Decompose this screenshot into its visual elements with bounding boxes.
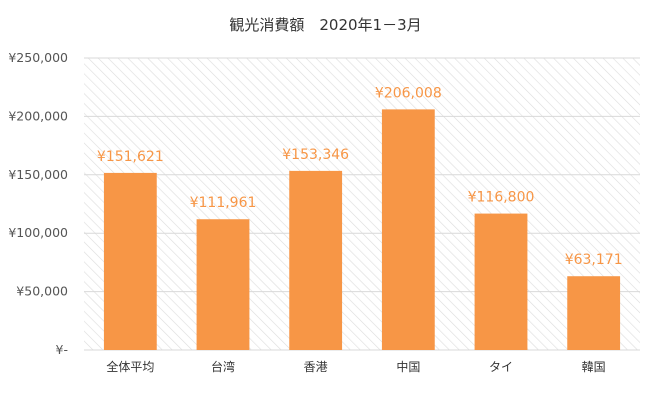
bar — [196, 219, 250, 350]
data-label: ¥111,961 — [190, 195, 257, 211]
y-tick-label: ¥250,000 — [8, 50, 68, 65]
x-tick-label: 中国 — [396, 359, 420, 374]
bar — [381, 109, 435, 350]
x-axis: 全体平均 台湾 香港 中国 タイ 韓国 — [106, 359, 605, 374]
x-tick-label: 香港 — [304, 360, 328, 374]
x-tick-label: タイ — [489, 360, 513, 374]
x-tick-label: 韓国 — [582, 360, 606, 374]
data-label: ¥153,346 — [282, 147, 349, 163]
data-labels: ¥151,621 ¥111,961 ¥153,346 ¥206,008 ¥116,800… — [97, 85, 623, 268]
bars — [103, 109, 621, 350]
bar — [103, 172, 157, 350]
y-tick-label: ¥50,000 — [16, 284, 68, 299]
y-tick-label: ¥200,000 — [8, 108, 68, 123]
chart-title: 観光消費額 2020年1－3月 — [229, 16, 422, 34]
y-tick-label: ¥150,000 — [8, 167, 68, 182]
gridlines — [84, 57, 640, 351]
x-tick-label: 台湾 — [211, 359, 235, 374]
data-label: ¥63,171 — [565, 252, 623, 268]
data-label: ¥206,008 — [375, 85, 442, 101]
x-tick-label: 全体平均 — [106, 359, 154, 374]
y-tick-label: ¥100,000 — [8, 225, 68, 240]
data-label: ¥116,800 — [468, 190, 535, 206]
plot-area — [84, 58, 640, 350]
bar — [567, 276, 621, 350]
data-label: ¥151,621 — [97, 149, 164, 165]
y-tick-label: ¥- — [56, 342, 68, 357]
bar — [289, 170, 343, 350]
y-axis: ¥- ¥50,000 ¥100,000 ¥150,000 ¥200,000 ¥250,00… — [8, 50, 68, 357]
bar — [474, 213, 528, 350]
